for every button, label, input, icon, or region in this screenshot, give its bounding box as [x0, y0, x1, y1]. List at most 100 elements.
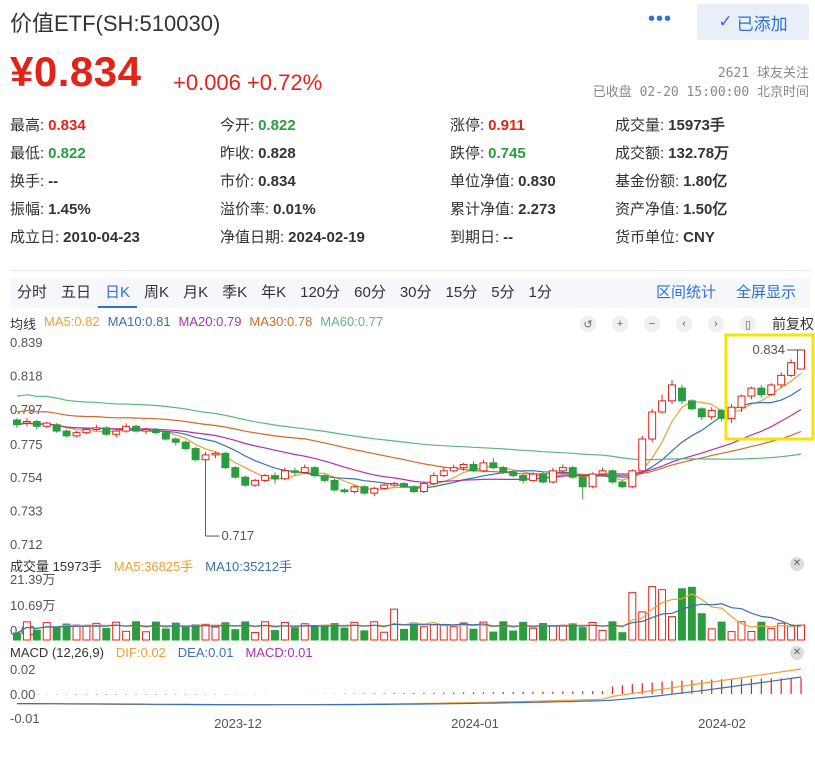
volume-bar: [529, 627, 538, 641]
candle-body: [787, 362, 796, 376]
volume-bar: [558, 624, 567, 641]
volume-bar: [797, 624, 806, 641]
candle-body: [171, 438, 180, 443]
tab-1分[interactable]: 1分: [528, 284, 552, 301]
tab-年K[interactable]: 年K: [261, 284, 287, 301]
tab-5分[interactable]: 5分: [491, 284, 515, 301]
volume-bar: [102, 628, 111, 641]
quote-value: 0.822: [48, 145, 86, 162]
quote-item: 单位净值: 0.830: [450, 170, 556, 191]
candle-body: [429, 475, 438, 485]
volume-bar: [767, 628, 776, 641]
quote-value: 0.834: [258, 173, 296, 190]
quote-value: 1.50亿: [683, 201, 728, 218]
kline-chart[interactable]: 0.839 0.818 0.797 0.775 0.754 0.733 0.712 0.717…: [0, 330, 815, 734]
quote-item: 成立日: 2010-04-23: [10, 226, 140, 247]
volume-bar: [32, 629, 41, 641]
volume-bar: [668, 616, 676, 641]
candle-body: [390, 483, 399, 486]
volume-bar: [201, 623, 210, 641]
candle-body: [261, 475, 270, 481]
volume-bar: [280, 621, 289, 641]
ma-line: [16, 409, 802, 477]
candle-body: [102, 427, 111, 435]
candle-body: [271, 475, 279, 480]
x-axis-label: 2024-01: [451, 716, 499, 731]
macd-line: [16, 668, 802, 706]
quote-item: 净值日期: 2024-02-19: [220, 226, 365, 247]
tab-季K[interactable]: 季K: [222, 284, 248, 301]
candle-body: [539, 473, 547, 483]
macd-axis-label: -0.01: [10, 711, 40, 726]
tab-60分[interactable]: 60分: [354, 284, 386, 301]
volume-bar: [687, 586, 696, 641]
candle-body: [658, 400, 667, 413]
volume-bar: [12, 632, 21, 641]
volume-bar: [727, 631, 736, 641]
tab-分时[interactable]: 分时: [17, 284, 48, 301]
price-axis-label: 0.839: [10, 335, 43, 350]
volume-bar: [707, 628, 716, 641]
tab-月K[interactable]: 月K: [183, 284, 209, 301]
tab-30分[interactable]: 30分: [399, 284, 432, 301]
volume-bar: [539, 623, 547, 641]
volume-bar: [191, 624, 200, 641]
candle-body: [330, 479, 339, 491]
candle-body: [42, 422, 51, 427]
quote-label: 昨收:: [220, 145, 255, 162]
volume-bar: [132, 621, 141, 641]
ma-line: [16, 388, 802, 489]
macd-axis-label: 0.02: [10, 662, 35, 677]
volume-bar: [489, 631, 498, 641]
candle-body: [548, 470, 557, 483]
fullscreen-link[interactable]: 全屏显示: [736, 284, 797, 301]
scroll-right-icon[interactable]: ›: [708, 316, 724, 332]
x-axis-label: 2024-02: [698, 716, 746, 731]
quote-value: 132.78万: [668, 145, 730, 162]
candle-body: [142, 428, 150, 432]
tab-五日[interactable]: 五日: [61, 284, 92, 301]
tab-15分[interactable]: 15分: [445, 284, 478, 301]
tab-周K[interactable]: 周K: [144, 284, 170, 301]
quote-item: 今开: 0.822: [220, 114, 296, 135]
scroll-left-icon[interactable]: ‹: [676, 316, 692, 332]
high-annotation: 0.834: [752, 342, 785, 357]
quote-item: 最高: 0.834: [10, 114, 86, 135]
quote-label: 成交额:: [615, 145, 665, 162]
volume-bar: [757, 621, 766, 641]
follow-button[interactable]: ✓ 已添加: [697, 4, 809, 40]
quote-label: 成交量:: [615, 117, 665, 134]
candle-style-icon[interactable]: ▯: [740, 316, 756, 332]
volume-axis-label: 10.69万: [10, 598, 56, 613]
volume-bar: [479, 621, 488, 641]
fq-selector[interactable]: 前复权: [772, 316, 814, 332]
volume-bar: [181, 625, 190, 641]
volume-axis-label: 21.39万: [10, 572, 56, 587]
volume-bar: [628, 592, 637, 641]
volume-bar: [717, 621, 726, 641]
candle-body: [400, 483, 409, 488]
candle-body: [638, 438, 647, 472]
close-volume-icon[interactable]: ✕: [790, 557, 804, 571]
volume-bar: [578, 627, 587, 641]
volume-bar: [290, 627, 299, 641]
price-axis-label: 0.818: [10, 368, 43, 383]
zoom-in-icon[interactable]: +: [612, 316, 628, 332]
tab-120分[interactable]: 120分: [300, 284, 341, 301]
candle-body: [558, 467, 567, 472]
candle-body: [72, 432, 81, 437]
range-stats-link[interactable]: 区间统计: [656, 284, 717, 301]
volume-bar: [459, 622, 468, 641]
tab-日K[interactable]: 日K: [98, 278, 138, 308]
quote-label: 净值日期:: [220, 229, 285, 246]
volume-bar: [469, 628, 478, 641]
quote-label: 涨停:: [450, 117, 485, 134]
candle-body: [32, 421, 41, 427]
volume-bar: [449, 626, 458, 641]
zoom-out-icon[interactable]: −: [644, 316, 660, 332]
reset-icon[interactable]: ↺: [580, 316, 596, 332]
quote-value: 0.01%: [273, 201, 316, 218]
more-options-icon[interactable]: •••: [648, 8, 673, 30]
close-macd-icon[interactable]: ✕: [790, 646, 804, 660]
candle-body: [578, 476, 587, 488]
